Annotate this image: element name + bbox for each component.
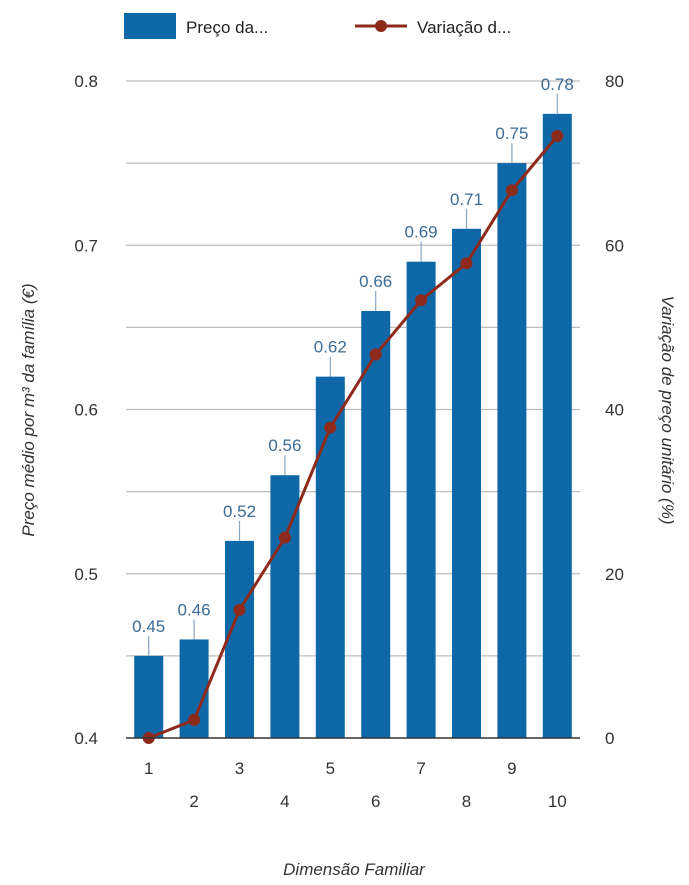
bar-value-label: 0.78	[541, 75, 574, 94]
bar	[361, 310, 391, 738]
bar-value-label: 0.71	[450, 190, 483, 209]
left-tick-label: 0.8	[74, 72, 98, 91]
bar-value-label: 0.45	[132, 617, 165, 636]
bar	[497, 163, 527, 738]
right-axis-title: Variação de preço unitário (%)	[658, 296, 677, 525]
x-tick-label: 5	[326, 759, 335, 778]
line-point	[369, 348, 382, 361]
x-axis-ticks: 1 2 3 4 5 6 7 8 9 10	[144, 759, 567, 811]
right-tick-label: 0	[605, 729, 614, 748]
x-tick-label: 7	[416, 759, 425, 778]
bar-series	[134, 113, 572, 739]
bar-value-label: 0.75	[495, 124, 528, 143]
x-tick-label: 6	[371, 792, 380, 811]
x-axis-title: Dimensão Familiar	[283, 860, 426, 879]
bar-data-labels: 0.45 0.46 0.52 0.56 0.62 0.66 0.69 0.71 0.75 0.78	[132, 75, 574, 656]
bar	[542, 113, 572, 739]
line-point	[324, 421, 337, 434]
bar-value-label: 0.56	[268, 436, 301, 455]
variation-line	[148, 135, 559, 740]
bar-value-label: 0.66	[359, 272, 392, 291]
bar	[134, 655, 164, 738]
right-tick-label: 40	[605, 401, 624, 420]
bar-value-label: 0.46	[178, 600, 211, 619]
line-point	[415, 294, 428, 307]
line-point	[551, 130, 564, 143]
bar-value-label: 0.62	[314, 338, 347, 357]
left-tick-label: 0.5	[74, 565, 98, 584]
bar-value-label: 0.52	[223, 502, 256, 521]
line-point	[188, 713, 201, 726]
bar	[225, 540, 254, 738]
bar	[406, 261, 436, 738]
bar	[315, 376, 345, 738]
left-tick-label: 0.7	[74, 236, 98, 255]
right-tick-label: 60	[605, 236, 624, 255]
line-point	[460, 257, 473, 270]
left-axis-title: Preço médio por m³ da família (€)	[19, 283, 38, 536]
x-tick-label: 4	[280, 792, 289, 811]
line-point	[278, 531, 291, 544]
legend-line-marker	[375, 20, 387, 32]
bar	[270, 475, 300, 738]
x-tick-label: 1	[144, 759, 153, 778]
line-point	[505, 184, 518, 197]
x-tick-label: 9	[507, 759, 516, 778]
left-tick-label: 0.6	[74, 401, 98, 420]
x-tick-label: 2	[189, 792, 198, 811]
legend[interactable]: Preço da... Variação d...	[124, 13, 511, 39]
legend-line-label: Variação d...	[417, 18, 511, 37]
line-point	[233, 603, 246, 616]
bar	[452, 228, 481, 738]
legend-bar-swatch	[124, 13, 176, 39]
legend-bar-label: Preço da...	[186, 18, 268, 37]
left-tick-label: 0.4	[74, 729, 98, 748]
grid-lines	[126, 80, 580, 657]
bar-value-label: 0.69	[405, 223, 438, 242]
right-tick-label: 80	[605, 72, 624, 91]
x-tick-label: 10	[548, 792, 567, 811]
left-axis-ticks: 0.4 0.5 0.6 0.7 0.8	[74, 72, 98, 748]
x-tick-label: 8	[462, 792, 471, 811]
x-tick-label: 3	[235, 759, 244, 778]
right-axis-ticks: 0 20 40 60 80	[605, 72, 624, 748]
right-tick-label: 20	[605, 565, 624, 584]
